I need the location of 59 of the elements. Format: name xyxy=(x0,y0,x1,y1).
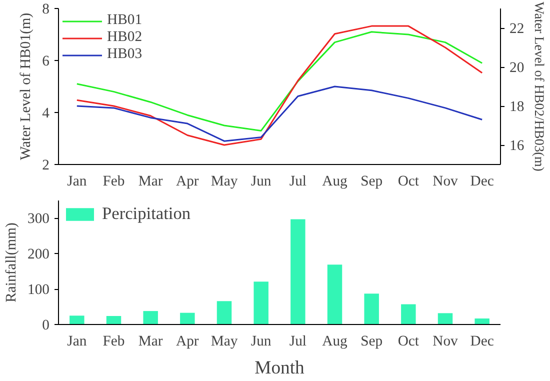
x-tick-label: Jan xyxy=(67,334,88,350)
x-tick-label: Apr xyxy=(176,174,199,190)
x-tick-label: Jul xyxy=(289,174,306,190)
y2-tick-label: 22 xyxy=(510,21,524,37)
y-tick-label: 6 xyxy=(42,54,50,70)
y-tick-label: 100 xyxy=(28,282,50,298)
bar xyxy=(143,311,158,324)
x-tick-label: Dec xyxy=(470,174,494,190)
y-tick-label: 8 xyxy=(42,2,50,18)
line-series xyxy=(76,86,483,142)
bar xyxy=(474,318,490,324)
bar xyxy=(180,312,195,324)
x-tick-label: Feb xyxy=(102,334,125,350)
bar xyxy=(364,294,379,324)
x-tick-label: Aug xyxy=(322,334,348,350)
x-tick-label: Jun xyxy=(250,174,272,190)
x-tick-label: Oct xyxy=(398,334,420,350)
legend-label: HB02 xyxy=(107,29,142,46)
x-tick-label: Dec xyxy=(470,334,494,350)
bar xyxy=(216,301,232,324)
x-tick-label: Apr xyxy=(176,334,199,350)
x-tick-label: May xyxy=(210,334,238,350)
line-series xyxy=(76,25,483,146)
y2-tick-label: 16 xyxy=(510,138,524,154)
y-tick-label: 200 xyxy=(28,246,50,263)
y-axis-title: Rainfall(mm) xyxy=(4,222,20,302)
bar xyxy=(70,316,84,324)
bar xyxy=(106,316,122,324)
bar xyxy=(290,219,306,324)
y-tick-label: 4 xyxy=(42,106,50,122)
x-tick-label: Jan xyxy=(67,174,88,190)
legend-label: HB03 xyxy=(107,46,142,63)
line-series xyxy=(76,31,483,132)
x-tick-label: Oct xyxy=(398,174,420,190)
x-tick-label: May xyxy=(210,174,238,190)
x-tick-label: Nov xyxy=(432,174,459,190)
y-axis-title: Water Level of HB01(m) xyxy=(18,12,34,160)
y-tick-label: 2 xyxy=(42,158,50,174)
x-tick-label: Feb xyxy=(102,174,125,190)
x-tick-label: Mar xyxy=(138,334,163,350)
bar xyxy=(254,282,268,324)
y2-axis-title: Water Level of HB02/HB03(m) xyxy=(532,2,548,172)
y2-tick-label: 18 xyxy=(510,99,524,115)
x-tick-label: Jun xyxy=(250,334,272,350)
y-tick-label: 0 xyxy=(42,318,50,334)
bar xyxy=(438,313,453,324)
bar xyxy=(327,264,342,324)
y-tick-label: 300 xyxy=(28,211,50,228)
x-tick-label: Sep xyxy=(360,334,383,350)
x-tick-label: Nov xyxy=(432,334,459,350)
x-tick-label: Jul xyxy=(289,334,306,350)
legend-label: HB01 xyxy=(107,12,142,29)
x-tick-label: Mar xyxy=(138,174,163,190)
x-tick-label: Aug xyxy=(322,174,348,190)
x-axis-title: Month xyxy=(254,358,306,378)
legend-label: Percipitation xyxy=(102,204,191,224)
bar xyxy=(401,304,416,324)
y2-tick-label: 20 xyxy=(510,60,524,76)
x-tick-label: Sep xyxy=(360,174,383,190)
